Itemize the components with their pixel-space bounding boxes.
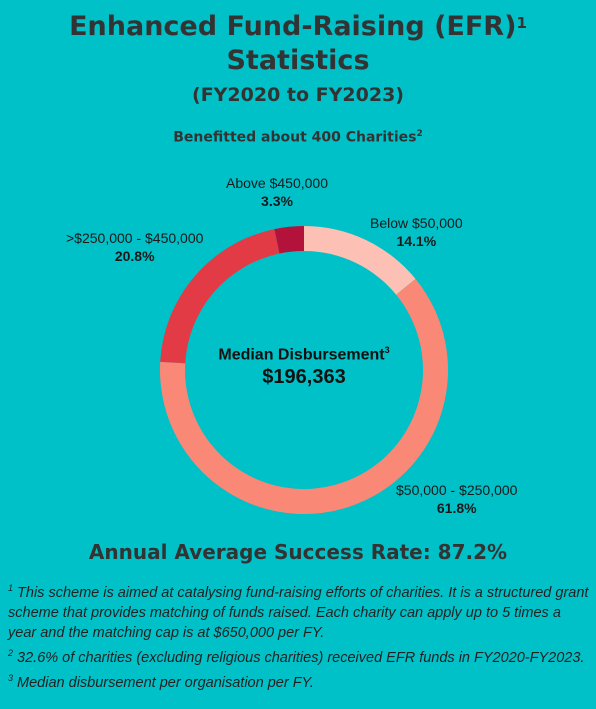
slice-category-label: Above $450,000 [226, 175, 328, 191]
median-value: $196,363 [262, 366, 346, 389]
title-line2: Statistics [226, 45, 370, 76]
slice-label-above-450000: Above $450,000 3.3% [226, 174, 328, 210]
footnote-1: 1 This scheme is aimed at catalysing fun… [8, 578, 592, 643]
footnote-text: This scheme is aimed at catalysing fund-… [8, 584, 589, 641]
slice-label-50000-250000: $50,000 - $250,000 61.8% [396, 481, 517, 517]
title-line1: Enhanced Fund-Raising (EFR) [69, 11, 517, 42]
donut-slice-50000-250000 [159, 278, 448, 514]
charities-benefitted-text: Benefitted about 400 Charities [173, 129, 417, 146]
chart-title: Enhanced Fund-Raising (EFR)1 Statistics [0, 10, 596, 78]
slice-category-label: $50,000 - $250,000 [396, 482, 518, 498]
median-label: Median Disbursement3 [174, 345, 434, 364]
median-footnote-marker: 3 [384, 345, 390, 355]
slice-category-label: Below $50,000 [370, 215, 463, 231]
slice-category-label: >$250,000 - $450,000 [66, 230, 204, 246]
chart-period: (FY2020 to FY2023) [192, 84, 404, 106]
footnote-marker: 3 [8, 672, 14, 683]
footnote-marker: 2 [8, 647, 14, 658]
charities-benefitted: Benefitted about 400 Charities2 [0, 129, 596, 146]
footnote-marker: 1 [8, 583, 14, 593]
slice-label-250000-450000: >$250,000 - $450,000 20.8% [66, 229, 203, 265]
donut-center-label: Median Disbursement3 $196,363 [174, 345, 434, 389]
slice-label-below-50000: Below $50,000 14.1% [370, 214, 463, 250]
donut-slice-above-450000 [274, 226, 304, 254]
title-footnote-marker: 1 [516, 14, 527, 32]
slice-value-label: 14.1% [396, 233, 437, 249]
footnote-3: 3 Median disbursement per organisation p… [8, 668, 592, 693]
slice-value-label: 3.3% [261, 193, 293, 209]
median-label-text: Median Disbursement [218, 346, 385, 364]
footnote-text: 32.6% of charities (excluding religious … [13, 649, 585, 666]
footnote-2: 2 32.6% of charities (excluding religiou… [8, 643, 592, 668]
success-rate: Annual Average Success Rate: 87.2% [88, 540, 508, 564]
slice-value-label: 20.8% [114, 248, 155, 264]
donut-slice-250000-450000 [160, 229, 280, 364]
slice-value-label: 61.8% [436, 500, 477, 516]
donut-slice-below-50000 [304, 226, 416, 295]
footnote-text: Median disbursement per organisation per… [13, 674, 314, 691]
footnotes: 1 This scheme is aimed at catalysing fun… [8, 578, 592, 692]
charities-footnote-marker: 2 [416, 129, 423, 139]
